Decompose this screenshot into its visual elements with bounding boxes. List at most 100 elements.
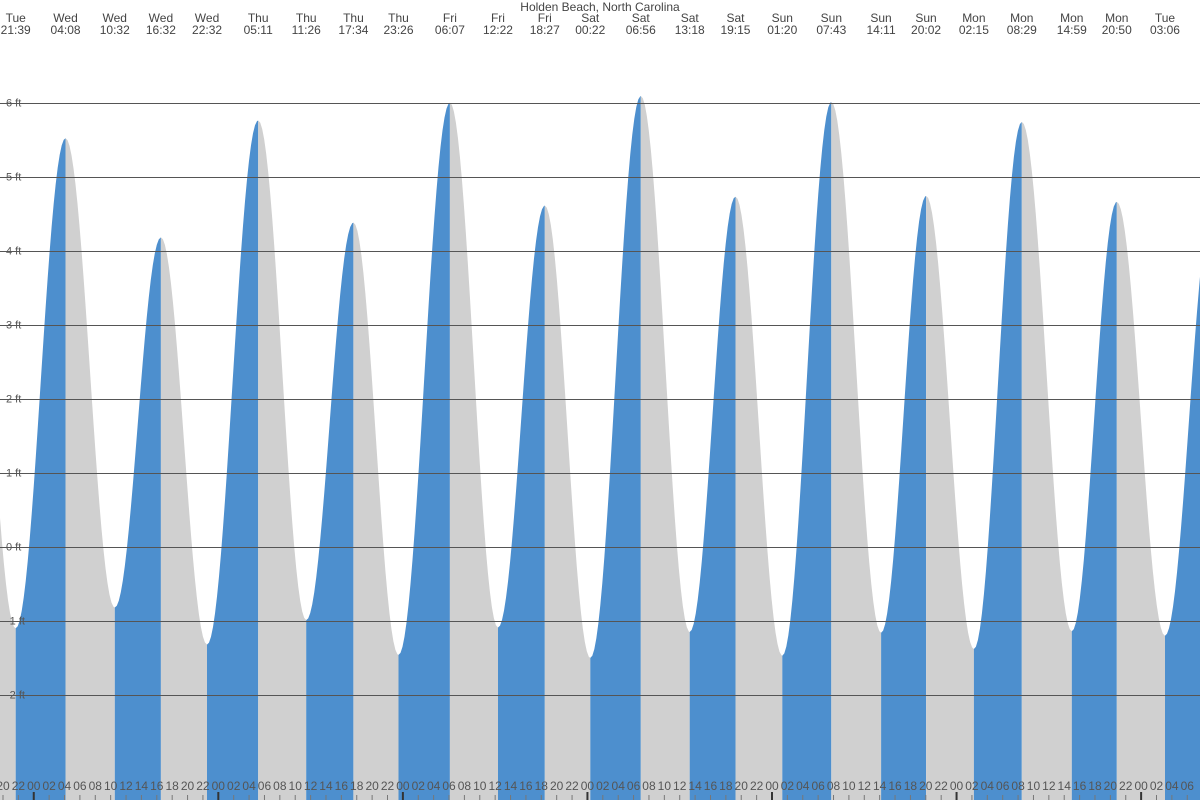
falling-tide <box>449 102 498 800</box>
y-tick-label: 6 ft <box>6 97 21 109</box>
x-tick-label: 06 <box>811 779 825 793</box>
x-tick-label: 10 <box>658 779 672 793</box>
extreme-time: 18:27 <box>530 23 560 37</box>
extreme-time: 01:20 <box>767 23 797 37</box>
x-tick-label: 02 <box>781 779 795 793</box>
extreme-day: Thu <box>343 11 364 25</box>
falling-tide <box>1021 121 1072 800</box>
x-tick-label: 16 <box>1073 779 1087 793</box>
extreme-day: Wed <box>195 11 219 25</box>
x-tick-label: 14 <box>873 779 887 793</box>
x-tick-label: 16 <box>888 779 902 793</box>
x-tick-label: 04 <box>427 779 441 793</box>
extreme-day: Mon <box>962 11 985 25</box>
x-tick-label: 06 <box>996 779 1010 793</box>
x-tick-label: 06 <box>258 779 272 793</box>
x-tick-label: 06 <box>627 779 641 793</box>
x-tick-label: 22 <box>565 779 579 793</box>
extreme-day: Sun <box>772 11 793 25</box>
falling-tide <box>831 102 882 800</box>
extreme-day: Tue <box>1155 11 1176 25</box>
x-tick-label: 10 <box>473 779 487 793</box>
x-tick-label: 18 <box>1088 779 1102 793</box>
extreme-time: 19:15 <box>720 23 750 37</box>
x-tick-label: 02 <box>965 779 979 793</box>
x-tick-label: 18 <box>166 779 180 793</box>
x-tick-label: 22 <box>750 779 764 793</box>
x-tick-label: 02 <box>596 779 610 793</box>
extreme-day: Sat <box>632 11 651 25</box>
falling-tide <box>544 205 591 800</box>
x-tick-label: 10 <box>289 779 303 793</box>
x-tick-label: 00 <box>396 779 410 793</box>
falling-tide <box>926 196 974 800</box>
x-tick-label: 10 <box>1027 779 1041 793</box>
falling-tide <box>640 96 690 800</box>
x-tick-label: 18 <box>535 779 549 793</box>
extreme-day: Tue <box>6 11 27 25</box>
x-tick-label: 16 <box>519 779 533 793</box>
x-tick-label: 04 <box>981 779 995 793</box>
x-tick-label: 14 <box>504 779 518 793</box>
extreme-time: 23:26 <box>384 23 414 37</box>
x-tick-label: 10 <box>842 779 856 793</box>
extreme-time: 12:22 <box>483 23 513 37</box>
extreme-time: 22:32 <box>192 23 222 37</box>
x-tick-label: 08 <box>827 779 841 793</box>
extreme-time: 07:43 <box>816 23 846 37</box>
extreme-day: Wed <box>103 11 127 25</box>
x-tick-label: 02 <box>227 779 241 793</box>
falling-tide <box>353 222 399 800</box>
extreme-day: Wed <box>53 11 77 25</box>
extreme-time: 10:32 <box>100 23 130 37</box>
extreme-day: Sun <box>915 11 936 25</box>
x-tick-label: 20 <box>735 779 749 793</box>
y-tick-label: -2 ft <box>6 689 25 701</box>
extreme-time: 14:59 <box>1057 23 1087 37</box>
x-tick-label: 20 <box>1104 779 1118 793</box>
x-tick-label: 14 <box>319 779 333 793</box>
extreme-time: 21:39 <box>1 23 31 37</box>
extreme-day: Sun <box>821 11 842 25</box>
x-tick-label: 22 <box>12 779 26 793</box>
extreme-time: 06:56 <box>626 23 656 37</box>
x-tick-label: 06 <box>73 779 87 793</box>
extreme-day: Sat <box>681 11 700 25</box>
x-tick-label: 08 <box>458 779 472 793</box>
y-tick-label: 4 ft <box>6 245 21 257</box>
x-tick-label: 20 <box>0 779 10 793</box>
x-tick-label: 12 <box>488 779 502 793</box>
x-tick-label: 00 <box>212 779 226 793</box>
extreme-time: 05:11 <box>244 23 273 37</box>
x-tick-label: 22 <box>381 779 395 793</box>
rising-tide <box>689 196 736 800</box>
extreme-day: Sat <box>726 11 745 25</box>
chart-title: Holden Beach, North Carolina <box>520 0 680 14</box>
falling-tide <box>65 138 115 800</box>
x-tick-label: 16 <box>335 779 349 793</box>
rising-tide <box>498 205 545 800</box>
extreme-time: 13:18 <box>675 23 705 37</box>
falling-tide <box>0 518 16 800</box>
x-tick-label: 04 <box>796 779 810 793</box>
x-tick-label: 22 <box>1119 779 1133 793</box>
x-tick-label: 12 <box>858 779 872 793</box>
extreme-day: Sat <box>581 11 600 25</box>
x-tick-label: 02 <box>42 779 56 793</box>
x-tick-label: 00 <box>765 779 779 793</box>
x-tick-label: 20 <box>550 779 564 793</box>
x-tick-label: 14 <box>135 779 149 793</box>
extreme-time: 06:07 <box>435 23 465 37</box>
x-tick-label: 12 <box>304 779 318 793</box>
x-tick-label: 12 <box>1042 779 1056 793</box>
extreme-day: Mon <box>1105 11 1128 25</box>
x-tick-label: 22 <box>196 779 210 793</box>
rising-tide <box>398 102 450 800</box>
extreme-day: Wed <box>149 11 173 25</box>
rising-tide <box>590 96 641 800</box>
rising-tide <box>114 237 161 800</box>
extreme-time: 11:26 <box>292 23 321 37</box>
x-tick-label: 04 <box>58 779 72 793</box>
extreme-time: 17:34 <box>338 23 368 37</box>
x-tick-label: 20 <box>919 779 933 793</box>
